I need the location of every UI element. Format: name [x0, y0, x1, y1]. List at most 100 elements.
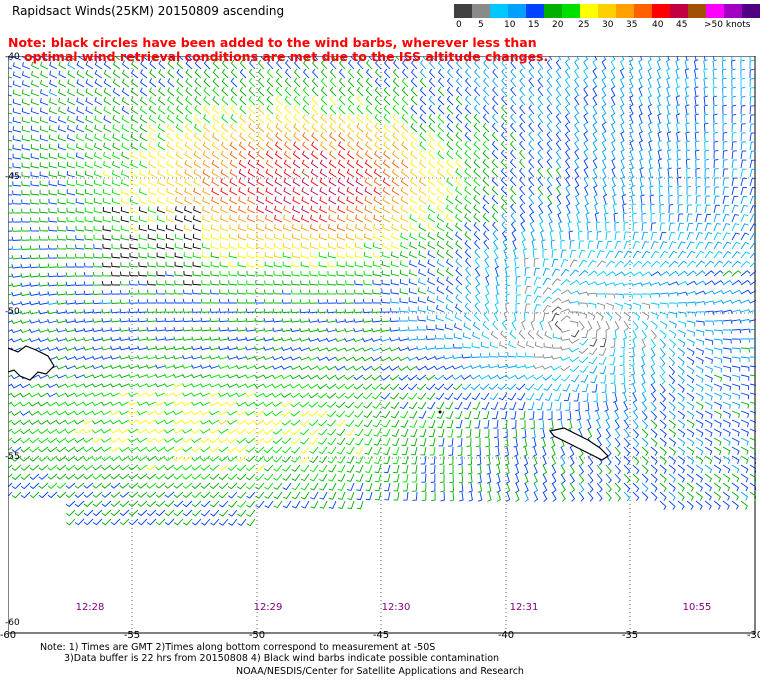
wind-barb: [12, 107, 22, 115]
wind-barb: [465, 419, 472, 429]
wind-barb: [202, 150, 211, 160]
wind-barb: [578, 320, 585, 331]
wind-barb: [47, 281, 58, 287]
wind-barb: [483, 230, 490, 241]
wind-barb: [241, 56, 247, 61]
wind-barb: [482, 410, 490, 420]
wind-barb: [546, 122, 553, 133]
wind-barb: [382, 159, 391, 169]
wind-barb: [137, 355, 148, 360]
wind-barb: [584, 185, 589, 196]
wind-barb: [156, 261, 166, 268]
wind-barb: [194, 59, 202, 70]
wind-barb: [354, 270, 364, 277]
wind-barb: [254, 308, 265, 313]
wind-barb: [327, 455, 337, 464]
wind-barb: [749, 223, 756, 232]
wind-barb: [345, 428, 355, 437]
wind-barb: [209, 500, 220, 508]
wind-barb: [246, 242, 256, 250]
wind-barb: [551, 365, 562, 371]
wind-barb: [374, 114, 382, 124]
wind-barb: [221, 105, 229, 115]
wind-barb: [111, 197, 121, 205]
wind-barb: [535, 392, 544, 401]
wind-barb: [551, 437, 556, 448]
wind-barb: [291, 252, 301, 259]
wind-barb: [12, 190, 22, 196]
wind-barb: [391, 177, 400, 187]
wind-barb: [93, 197, 103, 205]
wind-barb: [362, 299, 373, 304]
wind-barb: [209, 308, 220, 313]
wind-barb: [686, 338, 695, 347]
wind-barb: [659, 410, 667, 421]
wind-barb: [255, 280, 265, 286]
wind-barb: [119, 290, 130, 295]
wind-barb: [30, 107, 40, 115]
wind-barb: [291, 280, 301, 286]
wind-barb: [436, 195, 445, 205]
wind-barb: [165, 206, 175, 214]
wind-barb: [57, 116, 67, 124]
wind-barb: [284, 114, 292, 124]
wind-barb: [8, 212, 13, 214]
wind-map: [8, 56, 756, 634]
wind-barb: [614, 410, 620, 421]
wind-barb: [648, 131, 653, 142]
wind-barb: [639, 176, 644, 187]
wind-barb: [464, 204, 472, 214]
wind-barb: [740, 299, 751, 304]
wind-barb: [308, 401, 319, 408]
wind-barb: [620, 374, 626, 385]
wind-barb: [339, 59, 346, 70]
wind-barb: [146, 509, 157, 517]
wind-barb: [561, 374, 571, 382]
wind-barb: [245, 392, 256, 398]
wind-barb: [209, 355, 220, 360]
wind-barb: [356, 123, 364, 133]
wind-barb: [371, 365, 382, 371]
wind-barb: [182, 298, 192, 304]
wind-barb: [482, 221, 490, 232]
wind-barb: [519, 185, 526, 196]
wind-barb: [148, 151, 157, 160]
wind-barb: [587, 320, 593, 331]
wind-barb: [482, 104, 490, 115]
wind-barb: [264, 252, 274, 259]
wind-barb: [131, 60, 139, 70]
wind-barb: [192, 261, 202, 268]
wind-barb: [164, 392, 175, 397]
wind-barb: [542, 491, 548, 502]
wind-barb: [605, 419, 611, 430]
wind-barb: [210, 518, 220, 526]
wind-barb: [749, 96, 755, 106]
wind-barb: [659, 338, 666, 349]
wind-barb: [569, 269, 579, 277]
wind-barb: [21, 80, 31, 88]
wind-barb: [528, 158, 535, 169]
wind-barb: [704, 383, 713, 392]
wind-barb: [547, 212, 553, 223]
wind-barb: [731, 455, 740, 464]
wind-barb: [275, 104, 283, 115]
wind-barb: [392, 150, 400, 160]
wind-barb: [555, 86, 562, 97]
wind-barb: [65, 473, 76, 480]
wind-barb: [257, 114, 265, 124]
wind-barb: [380, 374, 391, 381]
wind-barb: [259, 56, 265, 61]
wind-barb: [605, 240, 613, 250]
wind-barb: [8, 446, 13, 451]
wind-barb: [513, 437, 518, 448]
wind-barb: [167, 96, 175, 106]
wind-barb: [173, 455, 184, 462]
wind-barb: [464, 122, 472, 133]
wind-barb: [173, 410, 184, 416]
wind-barb: [620, 365, 625, 376]
wind-barb: [247, 168, 256, 178]
wind-barb: [519, 104, 526, 115]
wind-barb: [475, 293, 481, 304]
wind-barb: [474, 68, 481, 79]
wind-barb: [731, 473, 740, 483]
